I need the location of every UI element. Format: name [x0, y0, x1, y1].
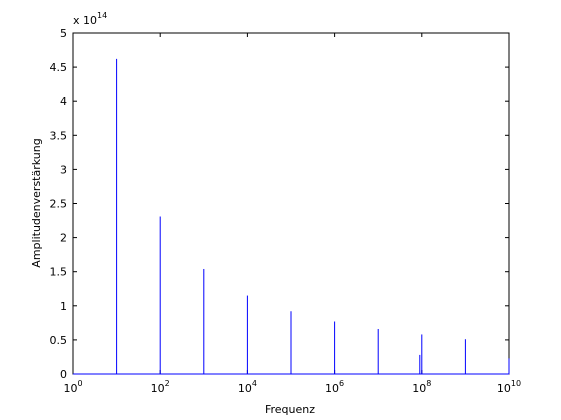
y-tick-label: 0.5 — [50, 334, 68, 347]
y-tick-label: 4 — [60, 95, 67, 108]
y-tick-label: 0 — [60, 368, 67, 381]
x-tick-label: 108 — [412, 379, 431, 395]
x-tick-exponent: 6 — [339, 379, 344, 388]
x-tick-base: 10 — [412, 382, 426, 395]
y-tick-label: 4.5 — [50, 61, 68, 74]
x-tick-exponent: 4 — [252, 379, 257, 388]
x-tick-label: 100 — [63, 379, 82, 395]
x-tick-label: 106 — [325, 379, 344, 395]
x-tick-label: 1010 — [497, 379, 521, 395]
y-axis-label: Amplitudenverstärkung — [30, 138, 43, 267]
y-tick-label: 2.5 — [50, 198, 68, 211]
x-tick-exponent: 10 — [511, 379, 521, 388]
y-tick-label: 3.5 — [50, 129, 68, 142]
x-tick-exponent: 0 — [77, 379, 82, 388]
y-tick-label: 5 — [60, 27, 67, 40]
x-tick-exponent: 8 — [426, 379, 431, 388]
x-tick-base: 10 — [151, 382, 165, 395]
y-tick-label: 1.5 — [50, 266, 68, 279]
x-tick-base: 10 — [325, 382, 339, 395]
x-tick-label: 104 — [238, 379, 257, 395]
x-axis-label: Frequenz — [265, 403, 315, 416]
y-tick-label: 3 — [60, 163, 67, 176]
x-tick-exponent: 2 — [165, 379, 170, 388]
y-multiplier: x 1014 — [73, 11, 107, 27]
x-tick-base: 10 — [63, 382, 77, 395]
y-tick-label: 2 — [60, 232, 67, 245]
x-tick-base: 10 — [497, 382, 511, 395]
y-multiplier-exponent: 14 — [97, 11, 107, 20]
y-multiplier-base: x 10 — [73, 14, 97, 27]
y-tick-label: 1 — [60, 300, 67, 313]
x-tick-label: 102 — [151, 379, 170, 395]
x-tick-base: 10 — [238, 382, 252, 395]
